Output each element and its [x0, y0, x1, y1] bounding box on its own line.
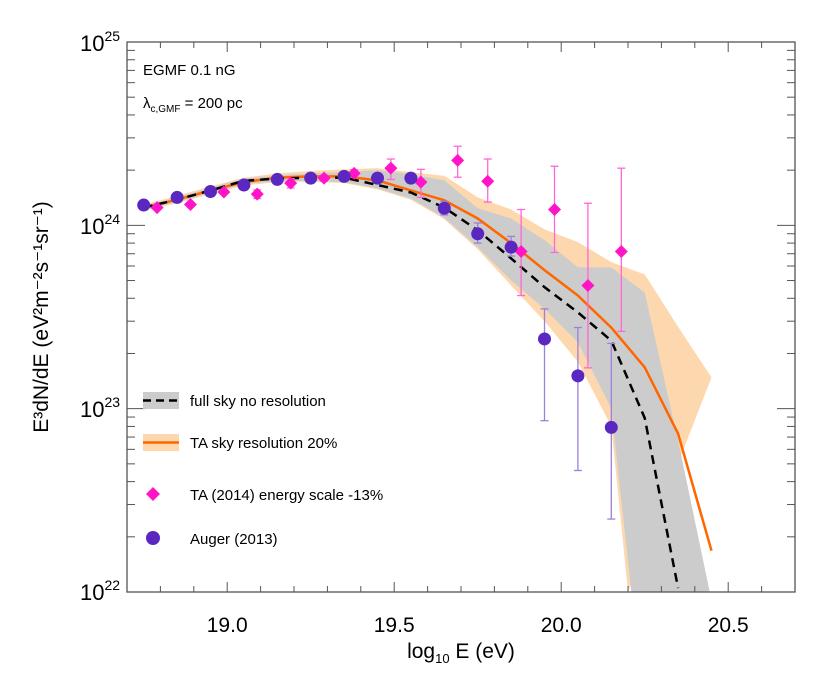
- auger-data-point: [170, 190, 184, 204]
- auger-data-point: [371, 171, 384, 185]
- circle-marker-icon: [146, 531, 160, 545]
- ta-data-point: [384, 161, 398, 175]
- ta-data-point: [150, 201, 164, 215]
- auger-data-point: [604, 420, 618, 434]
- x-tick-labels: 19.0 19.5 20.0 20.5: [207, 614, 749, 637]
- x-tick-label: 20.0: [541, 614, 582, 637]
- ta-data-point: [581, 278, 595, 292]
- auger-data-point: [337, 169, 351, 183]
- ta-data-point: [548, 203, 562, 217]
- auger-data-point: [571, 369, 585, 383]
- legend: full sky no resolution TA sky resolution…: [143, 392, 383, 548]
- auger-data-point: [137, 198, 151, 212]
- line-full-sky: [143, 176, 680, 589]
- ta-data-point: [183, 197, 197, 211]
- ta-data-point: [514, 244, 528, 258]
- annotation-egmf: EGMF 0.1 nG: [143, 62, 236, 79]
- y-tick-label: 1025: [80, 28, 120, 56]
- plot-frame: [126, 41, 796, 593]
- auger-data-point: [270, 172, 284, 186]
- x-tick-label: 19.5: [374, 614, 415, 637]
- annotation-lambda: λc,GMF = 200 pc: [143, 95, 243, 115]
- ta-data-point: [451, 153, 465, 167]
- auger-data-point: [471, 227, 485, 241]
- ta-data-point: [250, 187, 264, 201]
- y-tick-labels: 1022 1023 1024 1025: [80, 28, 120, 605]
- legend-label: TA (2014) energy scale -13%: [190, 487, 383, 504]
- legend-label: TA sky resolution 20%: [190, 435, 337, 452]
- ta-data-point: [284, 176, 298, 190]
- ta-data-point: [317, 171, 331, 185]
- ta-data-point: [414, 175, 428, 189]
- legend-item-ta-sky: TA sky resolution 20%: [143, 434, 337, 452]
- y-tick-label: 1022: [80, 577, 120, 605]
- ta-data-point: [614, 244, 628, 258]
- y-tick-label: 1024: [80, 211, 120, 239]
- legend-label: full sky no resolution: [190, 393, 326, 410]
- auger-data-point: [504, 240, 518, 254]
- ticks: [126, 41, 796, 593]
- legend-label: Auger (2013): [190, 531, 278, 548]
- auger-data-point: [437, 201, 451, 215]
- y-tick-label: 1023: [80, 394, 120, 422]
- x-axis-label: log10 E (eV): [407, 640, 515, 666]
- bands: [143, 168, 712, 592]
- legend-item-auger: Auger (2013): [146, 531, 278, 548]
- x-tick-label: 20.5: [708, 614, 749, 637]
- auger-data-point: [304, 171, 318, 185]
- ta-data-point: [481, 174, 495, 188]
- legend-item-full-sky: full sky no resolution: [143, 392, 326, 410]
- y-axis-label: E³dN/dE (eV²m⁻²s⁻¹sr⁻¹): [30, 201, 53, 433]
- diamond-marker-icon: [146, 487, 160, 501]
- band-full-sky: [143, 170, 710, 592]
- x-tick-label: 19.0: [207, 614, 248, 637]
- legend-item-ta-data: TA (2014) energy scale -13%: [146, 487, 383, 504]
- auger-data-point: [237, 178, 251, 192]
- ta-data-point: [217, 185, 231, 199]
- auger-data-point: [204, 184, 217, 198]
- ta-data-point: [347, 166, 361, 180]
- points: [137, 145, 628, 520]
- auger-data-point: [538, 332, 551, 346]
- auger-data-point: [404, 171, 418, 185]
